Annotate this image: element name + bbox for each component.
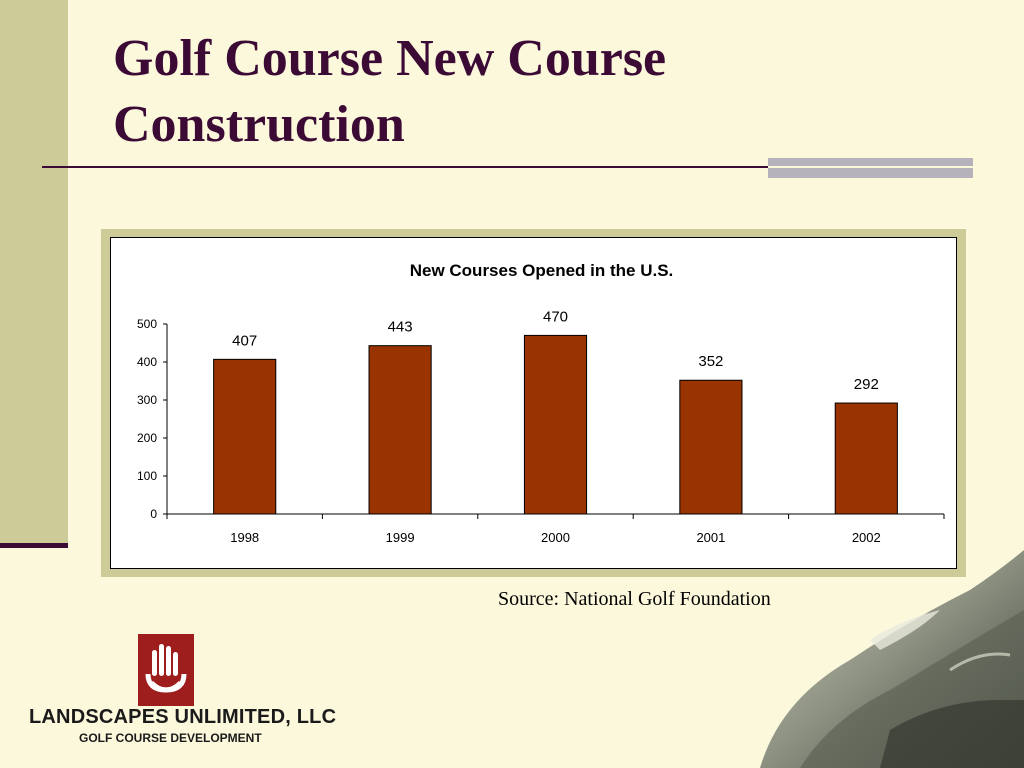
category-label-2000: 2000 bbox=[541, 530, 570, 545]
bar-2001 bbox=[679, 379, 743, 515]
y-tick-label: 100 bbox=[137, 469, 157, 483]
y-tick-label: 500 bbox=[137, 317, 157, 331]
chart-canvas: New Courses Opened in the U.S. 0 100 200 300… bbox=[137, 261, 945, 545]
company-name: LANDSCAPES UNLIMITED, LLC bbox=[29, 706, 337, 728]
title-divider bbox=[42, 166, 972, 168]
slide-title: Golf Course New Course Construction bbox=[113, 30, 667, 153]
left-accent-rule bbox=[0, 543, 68, 548]
left-decorative-band bbox=[0, 0, 68, 546]
y-tick-label: 400 bbox=[137, 355, 157, 369]
y-tick-label: 0 bbox=[150, 507, 157, 521]
company-logo bbox=[138, 634, 194, 706]
category-label-2002: 2002 bbox=[852, 530, 881, 545]
data-label-2001: 352 bbox=[698, 353, 723, 370]
bar-1999 bbox=[368, 345, 432, 515]
bar-2000 bbox=[523, 334, 588, 515]
decorative-grey-bar bbox=[768, 158, 973, 178]
data-label-1999: 443 bbox=[388, 319, 413, 336]
hand-icon bbox=[145, 644, 187, 693]
category-label-2001: 2001 bbox=[696, 530, 725, 545]
bar-1998 bbox=[213, 358, 277, 515]
source-note: Source: National Golf Foundation bbox=[498, 588, 771, 610]
y-tick-label: 200 bbox=[137, 431, 157, 445]
category-label-1998: 1998 bbox=[230, 530, 259, 545]
company-tagline: GOLF COURSE DEVELOPMENT bbox=[79, 731, 262, 745]
category-label-1999: 1999 bbox=[386, 530, 415, 545]
aerial-coastline-image bbox=[760, 550, 1024, 768]
y-tick-label: 300 bbox=[137, 393, 157, 407]
data-label-2000: 470 bbox=[543, 308, 568, 325]
chart-title: New Courses Opened in the U.S. bbox=[410, 261, 674, 280]
bar-chart: New Courses Opened in the U.S. 0 100 200 300… bbox=[110, 237, 957, 569]
bar-2002 bbox=[834, 402, 898, 515]
data-label-1998: 407 bbox=[232, 332, 257, 349]
data-label-2002: 292 bbox=[854, 376, 879, 393]
